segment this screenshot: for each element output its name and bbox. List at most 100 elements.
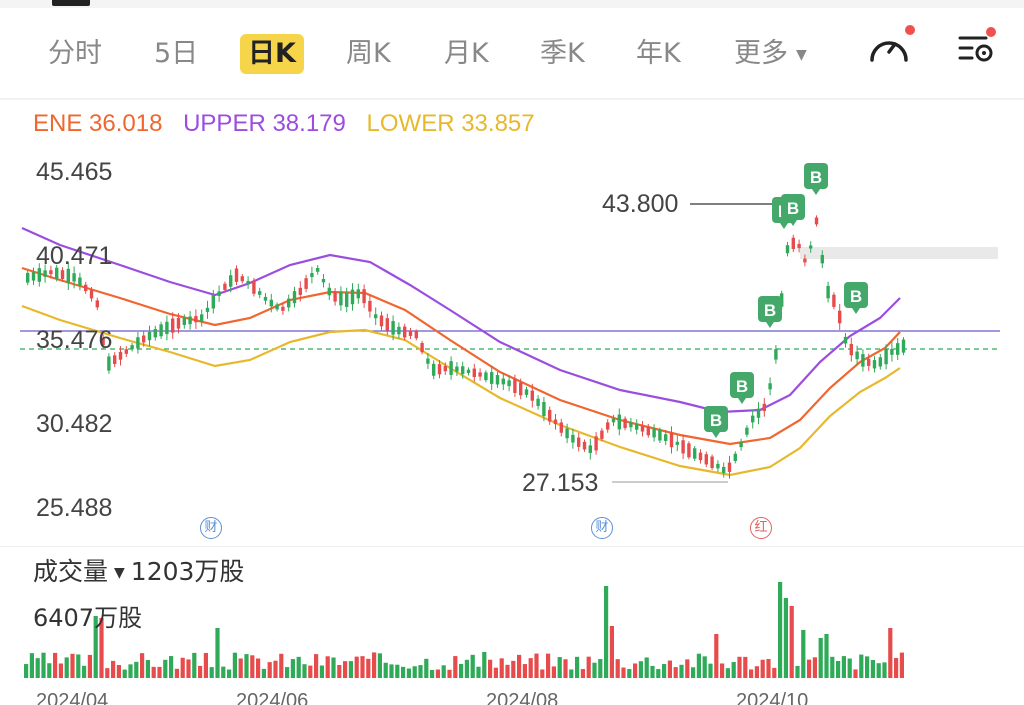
buy-signal: B xyxy=(758,296,782,328)
buy-signal-badge xyxy=(758,296,782,322)
volume-bar xyxy=(99,618,104,678)
volume-bar xyxy=(534,653,539,678)
candle-body xyxy=(617,414,621,430)
volume-bar xyxy=(679,664,684,678)
candle-body xyxy=(333,292,337,302)
dividend-marker[interactable]: 红 xyxy=(750,517,772,539)
volume-bar xyxy=(198,665,203,678)
volume-bar xyxy=(505,664,510,678)
candlestick-chart[interactable]: BBBBBBB xyxy=(0,140,1024,520)
candle-body xyxy=(495,375,500,385)
candle-body xyxy=(350,289,355,305)
volume-bar xyxy=(290,659,295,678)
tab-daily-k[interactable]: 日K xyxy=(240,34,304,74)
buy-signal: B xyxy=(844,282,868,314)
tab-intraday[interactable]: 分时 xyxy=(48,38,102,69)
volume-bar xyxy=(882,662,887,678)
candle-body xyxy=(240,276,244,282)
volume-header[interactable]: 成交量 ▼ 1203万股 xyxy=(33,552,244,588)
candle-body xyxy=(72,273,76,282)
candle-body xyxy=(472,368,476,378)
earnings-marker[interactable]: 财 xyxy=(200,517,222,539)
tab-more[interactable]: 更多 ▼ xyxy=(734,34,807,74)
candle-body xyxy=(548,409,552,422)
volume-bar xyxy=(174,668,179,678)
candle-body xyxy=(263,296,268,301)
volume-bar xyxy=(412,666,417,678)
volume-bar xyxy=(575,656,580,678)
volume-bar xyxy=(354,656,359,678)
tab-weekly-k[interactable]: 周K xyxy=(346,38,391,69)
candle-body xyxy=(490,372,494,384)
buy-signal-label: B xyxy=(764,301,776,320)
tab-quarterly-k[interactable]: 季K xyxy=(540,38,585,69)
candle-body xyxy=(896,343,900,355)
volume-bar xyxy=(145,659,150,678)
candle-body xyxy=(513,378,517,393)
candle-body xyxy=(658,430,662,441)
candle-body xyxy=(118,351,123,360)
candle-body xyxy=(327,287,331,296)
volume-bar xyxy=(569,669,574,678)
candle-body xyxy=(855,351,859,360)
candle-body xyxy=(849,343,853,356)
candle-body xyxy=(588,445,592,453)
volume-bar xyxy=(82,665,87,678)
candle-body xyxy=(368,300,372,312)
candle-body xyxy=(461,366,465,375)
price-tick: 35.476 xyxy=(36,326,113,354)
date-axis: 2024/04 2024/06 2024/08 2024/10 xyxy=(0,688,1024,705)
volume-bar xyxy=(192,652,197,678)
volume-bar xyxy=(499,658,504,678)
caret-down-icon: ▼ xyxy=(114,565,125,581)
tab-yearly-k[interactable]: 年K xyxy=(636,38,681,69)
volume-bar xyxy=(250,655,255,678)
volume-bar xyxy=(418,665,423,678)
volume-bar xyxy=(772,667,777,678)
volume-bar xyxy=(899,652,904,678)
volume-bar xyxy=(546,653,551,678)
candle-body xyxy=(252,280,256,294)
volume-bar xyxy=(702,656,707,678)
volume-title: 成交量 xyxy=(33,557,109,586)
candle-body xyxy=(693,448,697,459)
candle-body xyxy=(43,270,47,277)
volume-bar xyxy=(128,664,133,678)
tab-5day[interactable]: 5日 xyxy=(154,38,199,69)
settings-sliders-icon[interactable] xyxy=(952,22,1002,72)
volume-bar xyxy=(256,658,261,678)
volume-bar xyxy=(696,653,701,678)
candle-body xyxy=(594,436,598,451)
volume-bar xyxy=(807,659,812,678)
volume-bar xyxy=(93,616,98,678)
volume-bar xyxy=(372,652,377,678)
candle-body xyxy=(403,326,407,338)
volume-bar xyxy=(453,656,458,678)
speedometer-icon[interactable] xyxy=(864,22,915,72)
tab-more-label: 更多 xyxy=(734,38,788,69)
volume-bar xyxy=(830,656,835,678)
volume-bar xyxy=(557,657,562,678)
candle-body xyxy=(669,432,674,448)
tab-monthly-k[interactable]: 月K xyxy=(444,38,489,69)
candle-body xyxy=(217,291,221,296)
buy-signal-badge xyxy=(730,372,754,398)
volume-bar xyxy=(633,663,638,678)
candle-body xyxy=(872,360,877,369)
buy-signal: B xyxy=(804,163,828,195)
upper-value: UPPER 38.179 xyxy=(183,110,346,137)
volume-bar xyxy=(470,654,475,678)
candle-body xyxy=(385,318,389,331)
date-tick: 2024/10 xyxy=(736,690,809,705)
earnings-marker[interactable]: 财 xyxy=(591,517,613,539)
volume-bar xyxy=(580,669,585,678)
volume-bar xyxy=(563,659,568,678)
candle-body xyxy=(577,437,581,447)
candle-body xyxy=(768,383,772,390)
candle-body xyxy=(524,389,529,395)
buy-signal-badge xyxy=(781,194,805,220)
volume-bar xyxy=(377,653,382,678)
candle-body xyxy=(803,258,807,263)
volume-bar xyxy=(737,656,742,678)
candle-body xyxy=(722,466,726,474)
